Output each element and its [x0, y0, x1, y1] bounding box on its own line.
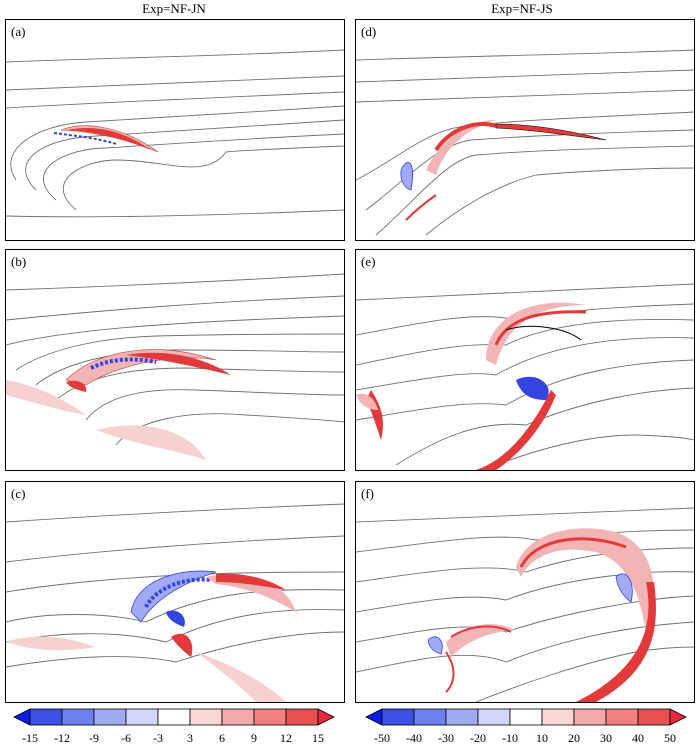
left-colorbar-bar — [13, 708, 335, 726]
panel-f-label: (f) — [361, 486, 374, 501]
panel-b-plot — [6, 273, 344, 460]
right-colorbar-arrow-high — [669, 708, 687, 726]
panel-d: (d) — [355, 19, 695, 241]
right-colorbar-segment — [573, 708, 607, 726]
right-colorbar-segment — [445, 708, 479, 726]
left-colorbar-segment — [189, 708, 223, 726]
left-colorbar-segment — [221, 708, 255, 726]
right-colorbar-tick-label: 20 — [568, 731, 580, 745]
panel-a: (a) — [5, 19, 345, 241]
panel-c-plot — [6, 503, 344, 702]
right-colorbar-tick-label: -50 — [374, 731, 390, 745]
panel-f: (f) — [355, 481, 695, 703]
left-colorbar-segment — [253, 708, 287, 726]
panel-d-plot — [356, 49, 694, 236]
left-colorbar-tick-label: -12 — [54, 731, 70, 745]
right-colorbar-tick-label: -30 — [438, 731, 454, 745]
right-colorbar-tick-label: 30 — [600, 731, 612, 745]
left-colorbar-tick-label: 15 — [312, 731, 324, 745]
right-colorbar-segment — [381, 708, 415, 726]
left-column-title: Exp=NF-JN — [142, 1, 206, 16]
right-colorbar-tick-label: 50 — [664, 731, 676, 745]
left-colorbar-segment — [285, 708, 319, 726]
right-colorbar-segment — [509, 708, 543, 726]
left-colorbar-segment — [29, 708, 63, 726]
right-colorbar-arrow-low — [365, 708, 383, 726]
panel-b: (b) — [5, 249, 345, 471]
left-colorbar-tick-label: -6 — [121, 731, 131, 745]
right-colorbar-tick-label: -40 — [406, 731, 422, 745]
panel-c: (c) — [5, 481, 345, 703]
panel-d-label: (d) — [361, 24, 377, 39]
left-colorbar-segment — [61, 708, 95, 726]
right-colorbar-segment — [605, 708, 639, 726]
panel-b-label: (b) — [11, 254, 27, 269]
left-colorbar-segment — [125, 708, 159, 726]
left-colorbar-arrow-low — [13, 708, 31, 726]
left-colorbar-tick-label: 12 — [280, 731, 292, 745]
right-colorbar-bar — [365, 708, 687, 726]
left-colorbar-arrow-high — [317, 708, 335, 726]
left-colorbar-tick-label: -3 — [153, 731, 163, 745]
right-colorbar-tick-label: 40 — [632, 731, 644, 745]
panel-a-plot — [6, 49, 344, 218]
panel-a-label: (a) — [11, 24, 26, 39]
right-colorbar-tick-label: -20 — [470, 731, 486, 745]
panel-c-label: (c) — [11, 486, 26, 501]
panel-f-plot — [356, 507, 694, 702]
left-colorbar-tick-label: -15 — [22, 731, 38, 745]
right-colorbar-tick-label: -10 — [502, 731, 518, 745]
panel-e-plot — [356, 283, 694, 470]
left-colorbar-segment — [93, 708, 127, 726]
right-colorbar-segment — [477, 708, 511, 726]
left-colorbar-tick-label: 3 — [187, 731, 193, 745]
right-colorbar: -50 -40 -30 -20 -10 10 20 30 40 50 — [365, 708, 687, 745]
left-colorbar-tick-label: -9 — [89, 731, 99, 745]
right-colorbar-tick-label: 10 — [536, 731, 548, 745]
right-colorbar-segment — [637, 708, 671, 726]
left-colorbar-tick-label: 9 — [251, 731, 257, 745]
left-colorbar-segment — [157, 708, 191, 726]
right-colorbar-segment — [413, 708, 447, 726]
left-colorbar: -15 -12 -9 -6 -3 3 6 9 12 15 — [13, 708, 335, 745]
panel-e: (e) — [355, 249, 695, 471]
right-column-title: Exp=NF-JS — [491, 1, 553, 16]
panel-e-label: (e) — [361, 254, 376, 269]
left-colorbar-tick-label: 6 — [219, 731, 225, 745]
right-colorbar-segment — [541, 708, 575, 726]
